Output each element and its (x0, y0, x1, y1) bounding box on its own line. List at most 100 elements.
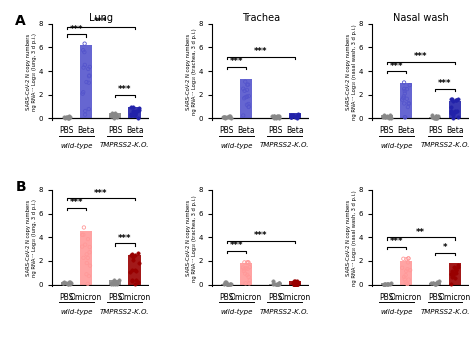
Point (269, 281, 277, 287)
Point (133, 109, 141, 114)
Point (85, 106, 92, 112)
Point (81, 50, 88, 55)
Text: ***: *** (254, 48, 267, 56)
Text: TMPRSS2-K.O.: TMPRSS2-K.O. (100, 309, 150, 315)
Point (220, 281, 228, 286)
Point (432, 113, 440, 119)
Point (85, 80, 92, 85)
Point (431, 115, 439, 121)
Point (132, 277, 140, 282)
Bar (381, 116, 393, 118)
Point (110, 277, 118, 282)
Point (383, 282, 391, 287)
Point (448, 271, 456, 276)
Point (134, 250, 141, 255)
Bar (429, 283, 441, 285)
Point (82, 80, 90, 85)
Point (447, 281, 455, 287)
Point (448, 96, 456, 101)
Point (381, 281, 389, 286)
Point (449, 98, 457, 104)
Point (128, 251, 136, 256)
Point (291, 278, 299, 283)
Point (401, 115, 409, 120)
Point (405, 277, 412, 282)
Point (134, 279, 142, 285)
Point (63, 280, 70, 286)
Text: ***: *** (414, 52, 428, 61)
Point (239, 113, 247, 118)
Point (386, 282, 394, 287)
Point (449, 113, 457, 118)
Point (401, 88, 409, 94)
Bar (400, 261, 412, 285)
Point (273, 281, 281, 286)
Point (128, 268, 136, 273)
Point (404, 104, 411, 110)
Y-axis label: SARS-CoV-2 N copy numbers
ng RNA⁻¹ Log₁₀ (lung, 3 d p.i.): SARS-CoV-2 N copy numbers ng RNA⁻¹ Log₁₀… (26, 33, 36, 111)
Bar (240, 263, 252, 285)
Point (223, 281, 230, 287)
Point (79, 48, 87, 53)
Point (270, 115, 278, 120)
Point (131, 112, 138, 118)
Point (428, 115, 436, 120)
Point (434, 114, 442, 119)
Point (135, 108, 142, 113)
Point (224, 282, 232, 287)
Point (455, 115, 462, 120)
Point (452, 267, 459, 273)
Point (402, 268, 410, 274)
Text: wild-type: wild-type (380, 309, 413, 315)
Point (448, 104, 456, 110)
Point (447, 111, 455, 116)
Point (432, 115, 440, 121)
Point (82, 112, 89, 117)
Point (448, 274, 456, 280)
Point (240, 267, 248, 272)
Point (86, 250, 93, 255)
Bar (109, 280, 121, 285)
Bar (448, 101, 461, 118)
Point (66, 279, 73, 285)
Point (381, 114, 388, 120)
Point (127, 112, 135, 117)
Point (108, 114, 115, 119)
Point (128, 278, 136, 283)
Point (83, 260, 91, 266)
Point (447, 96, 455, 101)
Point (275, 115, 283, 120)
Point (451, 275, 458, 281)
Point (131, 110, 138, 116)
Point (135, 105, 142, 111)
Point (135, 260, 142, 266)
Point (435, 279, 443, 284)
Point (221, 114, 228, 120)
Text: B: B (15, 180, 26, 194)
Point (401, 115, 409, 120)
Point (227, 281, 235, 286)
Point (274, 113, 282, 118)
Y-axis label: SARS-CoV-2 N copy numbers
ng RNA⁻¹ Log₁₀ (lung, 3 d p.i.): SARS-CoV-2 N copy numbers ng RNA⁻¹ Log₁₀… (26, 199, 36, 277)
Point (115, 277, 122, 282)
Y-axis label: SARS-CoV-2 N copy numbers
ng RNA⁻¹ Log₁₀ (trachea, 3 d p.i.): SARS-CoV-2 N copy numbers ng RNA⁻¹ Log₁₀… (186, 195, 197, 281)
Point (270, 113, 277, 119)
Point (404, 267, 411, 272)
Point (245, 104, 252, 110)
Point (273, 113, 281, 118)
Point (244, 82, 251, 87)
Point (220, 114, 228, 120)
Point (133, 269, 140, 274)
Point (84, 255, 91, 261)
Point (131, 282, 138, 287)
Point (291, 115, 299, 120)
Y-axis label: SARS-CoV-2 N copy numbers
ng RNA⁻¹ Log₁₀ (trachea, 3 d p.i.): SARS-CoV-2 N copy numbers ng RNA⁻¹ Log₁₀… (186, 29, 197, 115)
Bar (400, 83, 412, 118)
Point (383, 115, 391, 120)
Point (131, 253, 138, 258)
Point (245, 93, 253, 99)
Point (131, 110, 139, 115)
Text: *: * (443, 243, 447, 252)
Point (273, 282, 281, 287)
Point (431, 281, 438, 286)
